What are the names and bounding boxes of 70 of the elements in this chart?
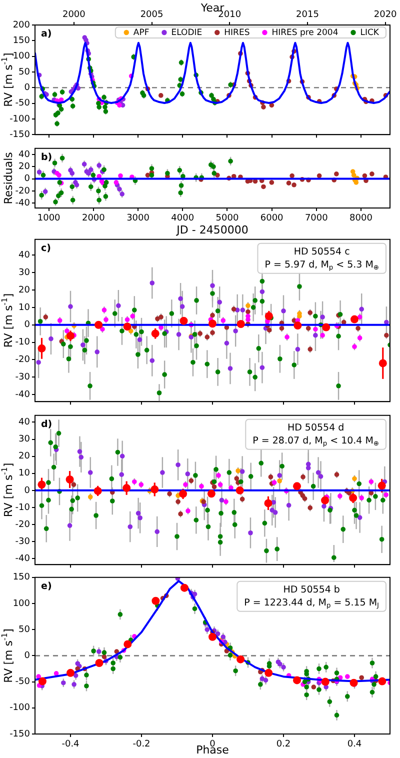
legend-label: ELODIE	[171, 28, 202, 38]
y-tick-label: -150	[10, 729, 30, 740]
x2-tick-label: 2005	[140, 10, 164, 20]
y-tick-label: 10	[18, 302, 30, 313]
y-tick-label: 30	[18, 268, 30, 278]
annotation: c)	[41, 242, 51, 254]
x-tick-label: 1000	[37, 214, 61, 224]
y-tick-label: -20	[15, 520, 30, 530]
y-tick-label: 40	[18, 150, 30, 160]
y-tick-label: 10	[18, 468, 30, 479]
y-tick-label: 40	[18, 418, 30, 428]
y-tick-label: -100	[10, 114, 30, 124]
x2-tick-label: 2010	[218, 10, 242, 20]
y-tick-label: 20	[18, 162, 30, 172]
y-tick-label: 50	[18, 67, 30, 78]
y-tick-label: -100	[10, 703, 30, 714]
y-tick-label: 150	[12, 36, 30, 46]
y-tick-label: -50	[15, 98, 30, 109]
legend-label: APF	[133, 28, 150, 38]
y-tick-label: -30	[15, 536, 30, 547]
y-tick-label: 20	[18, 452, 30, 462]
y-tick-label: 0	[24, 82, 30, 93]
y-tick-label: 150	[12, 572, 30, 583]
x-tick-label: 4000	[171, 214, 194, 224]
y-tick-label: -30	[15, 372, 30, 383]
annotation: HD 50554 d	[287, 422, 344, 434]
x-tick-label: 5000	[216, 214, 239, 224]
annotation: HD 50554 b	[283, 584, 340, 596]
y-tick-label: 30	[18, 434, 30, 445]
y-tick-label: 0	[24, 651, 30, 662]
y-tick-label: 20	[18, 285, 30, 296]
annotation: e)	[41, 580, 52, 592]
annotation: d)	[41, 418, 52, 430]
x-tick-label: 8000	[350, 214, 373, 224]
y-tick-label: -20	[15, 186, 30, 196]
y-tick-label: 0	[24, 320, 30, 330]
legend-label: HIRES pre 2004	[272, 28, 338, 38]
legend-label: LICK	[360, 28, 380, 38]
annotation: a)	[41, 28, 52, 40]
y-tick-label: 0	[24, 486, 30, 496]
x-tick-label: -0.4	[62, 740, 80, 750]
y-tick-label: -50	[15, 677, 30, 688]
y-tick-label: -40	[15, 554, 30, 564]
y-tick-label: 100	[12, 598, 30, 609]
y-tick-label: -10	[15, 502, 30, 513]
x-tick-label: 0.2	[276, 740, 291, 750]
y-tick-label: -20	[15, 355, 30, 366]
y-tick-label: 200	[12, 20, 30, 30]
x-tick-label: 7000	[304, 214, 328, 224]
x2-tick-label: 2020	[374, 10, 398, 20]
x-tick-label: 3000	[126, 214, 150, 224]
y-tick-label: 0	[24, 174, 30, 184]
x2-tick-label: 2015	[296, 10, 319, 20]
annotation: HD 50554 c	[294, 246, 350, 258]
y-tick-label: -40	[15, 198, 30, 208]
x-tick-label: 6000	[260, 214, 284, 224]
y-tick-label: 50	[18, 624, 30, 635]
y-axis-title: Residuals	[2, 152, 15, 204]
annotation: b)	[41, 152, 52, 163]
x-axis-title: JD - 2450000	[176, 223, 248, 236]
y-tick-label: -40	[15, 390, 30, 400]
x-tick-label: 2000	[82, 214, 106, 224]
y-tick-label: -150	[10, 130, 30, 140]
y-tick-label: 40	[18, 250, 30, 260]
x-tick-label: -0.2	[132, 740, 150, 750]
x2-tick-label: 2000	[62, 10, 86, 20]
legend-label: HIRES	[224, 28, 250, 38]
y-tick-label: -10	[15, 338, 30, 348]
x-tick-label: 0.4	[347, 740, 362, 750]
y-tick-label: 100	[12, 52, 30, 62]
